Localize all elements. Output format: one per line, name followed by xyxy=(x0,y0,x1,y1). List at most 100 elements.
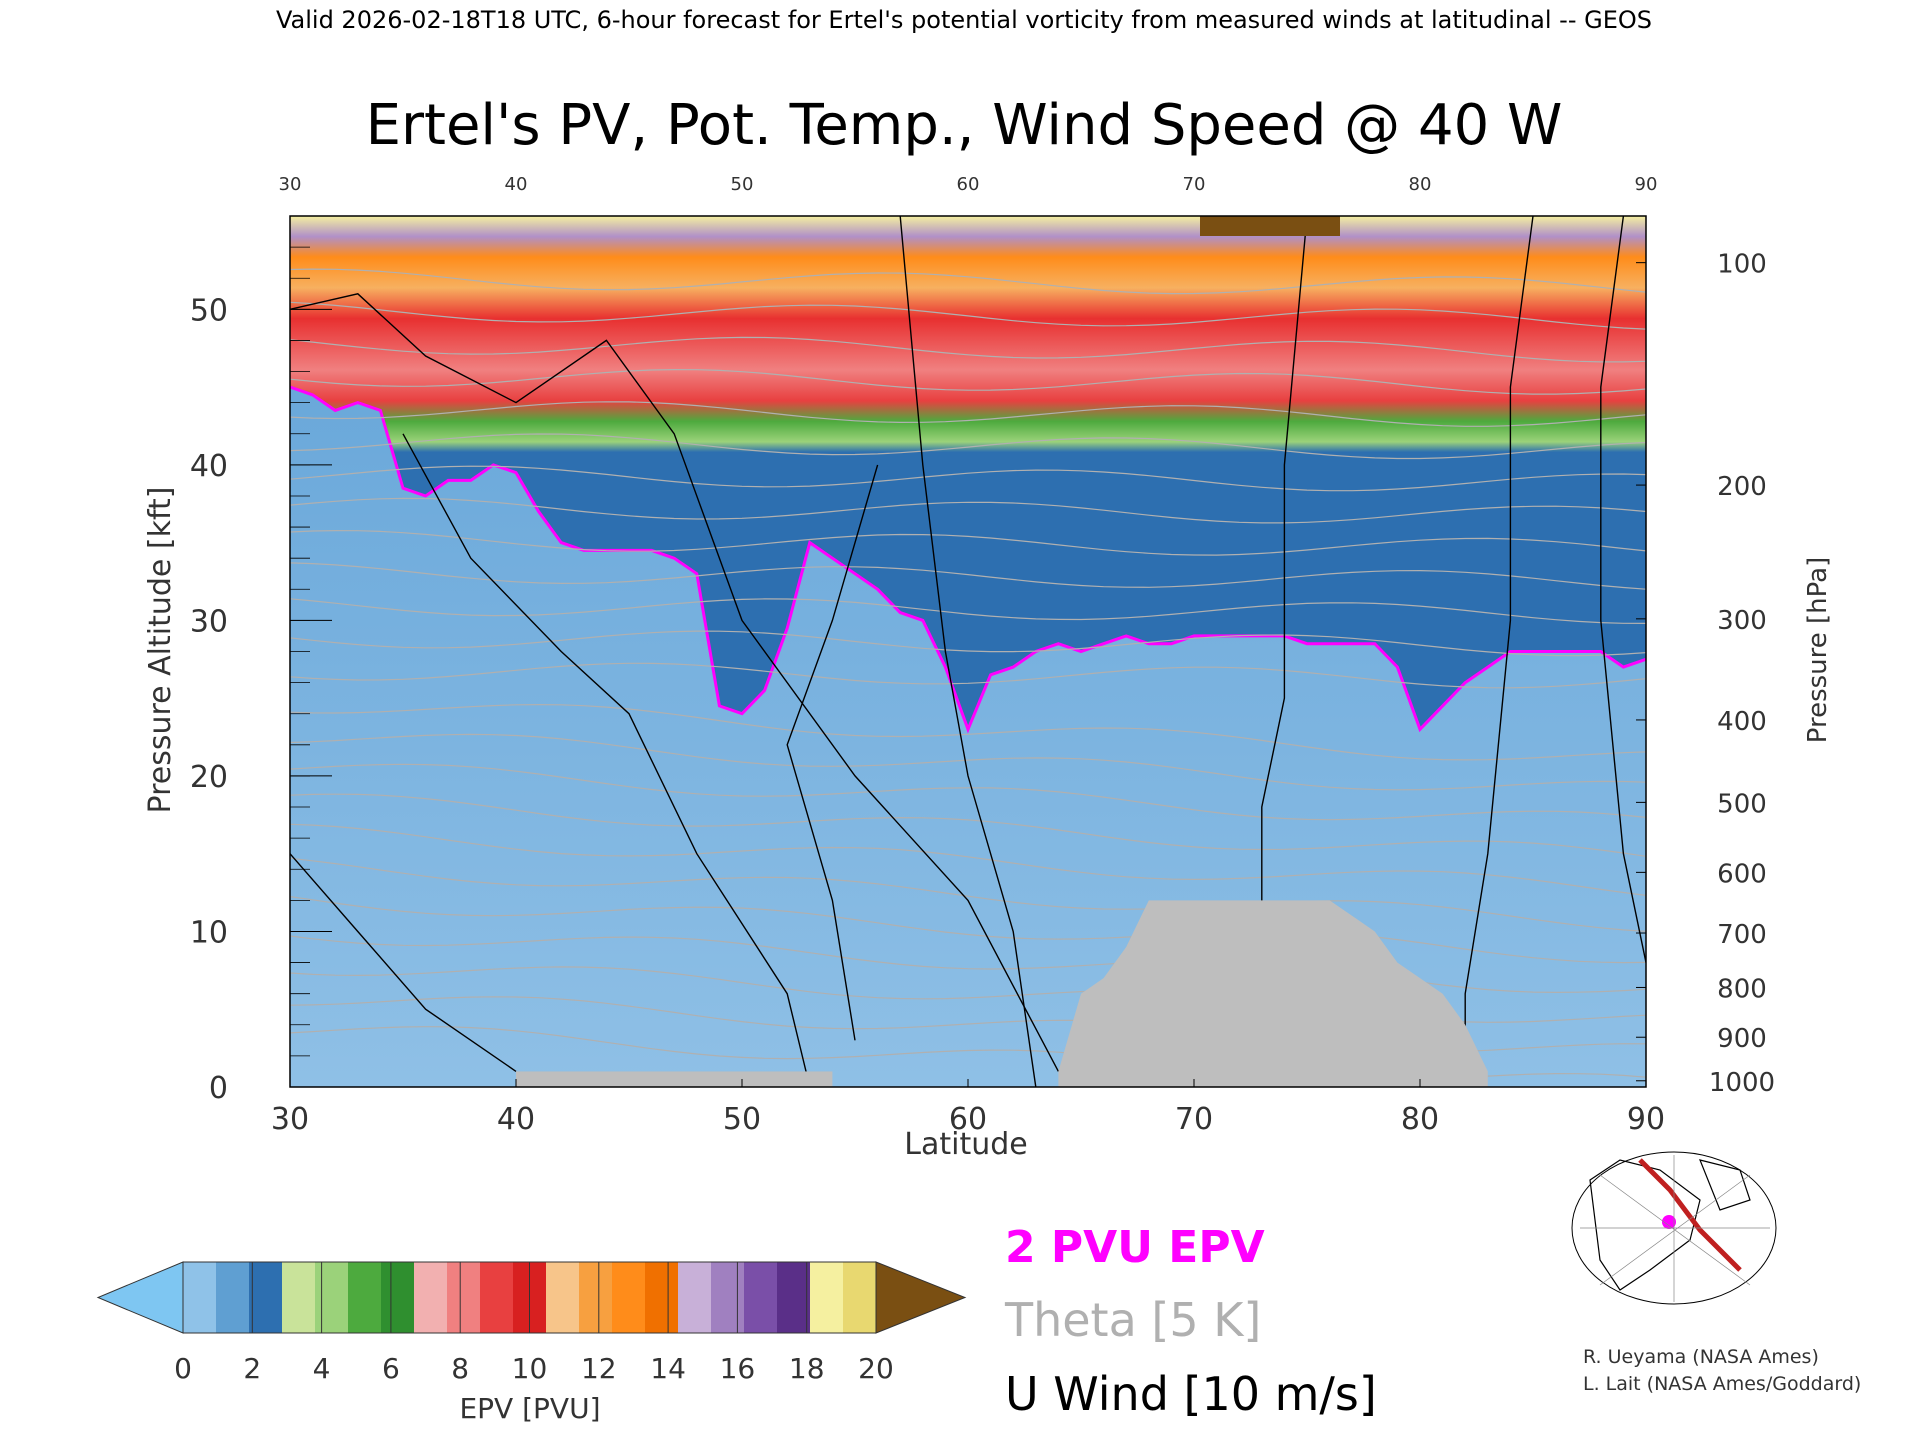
colorbar-tick-label: 12 xyxy=(581,1352,617,1385)
colorbar-segment xyxy=(744,1262,778,1333)
pressure-tick-label: 300 xyxy=(1717,606,1767,636)
colorbar-segment xyxy=(480,1262,514,1333)
theta-contour xyxy=(290,433,1646,460)
theta-contour xyxy=(290,465,1646,492)
colorbar-under-arrow xyxy=(96,1261,184,1334)
credit-line-2: L. Lait (NASA Ames/Goddard) xyxy=(1583,1373,1861,1395)
y-tick-label: 50 xyxy=(190,293,228,328)
theta-contour xyxy=(290,703,1646,761)
pressure-tick-label: 100 xyxy=(1717,250,1767,280)
colorbar-segment xyxy=(447,1262,481,1333)
colorbar-segment xyxy=(645,1262,679,1333)
colorbar-tick-label: 14 xyxy=(650,1352,686,1385)
x-tick-label: 90 xyxy=(1627,1102,1665,1137)
pressure-tick-label: 900 xyxy=(1717,1024,1767,1054)
theta-contour xyxy=(290,823,1646,896)
colorbar-tick-label: 20 xyxy=(858,1352,894,1385)
colorbar-segment xyxy=(315,1262,349,1333)
pressure-tick-label: 1000 xyxy=(1709,1068,1775,1098)
pressure-tick-label: 400 xyxy=(1717,707,1767,737)
epv-2pvu-line xyxy=(290,385,1646,734)
top-band xyxy=(1200,216,1340,236)
legend-theta: Theta [5 K] xyxy=(1004,1293,1261,1347)
colorbar-label: EPV [PVU] xyxy=(459,1392,600,1425)
y-tick-label: 0 xyxy=(209,1071,228,1106)
theta-contour xyxy=(290,562,1646,590)
top-tick-label: 80 xyxy=(1409,174,1432,195)
wind-contour xyxy=(899,216,1037,1087)
colorbar-over-arrow xyxy=(875,1261,967,1334)
top-tick-label: 50 xyxy=(731,174,754,195)
theta-contour xyxy=(290,763,1646,821)
legend-uwind: U Wind [10 m/s] xyxy=(1005,1367,1377,1421)
colorbar-segment xyxy=(579,1262,613,1333)
x-tick-label: 80 xyxy=(1401,1102,1439,1137)
top-tick-label: 30 xyxy=(279,174,302,195)
theta-contour xyxy=(290,497,1646,524)
y-axis: 0 10 20 30 40 50 xyxy=(190,246,332,1106)
top-tick-label: 40 xyxy=(505,174,528,195)
credit-line-1: R. Ueyama (NASA Ames) xyxy=(1583,1346,1819,1368)
colorbar-tick-label: 8 xyxy=(451,1352,469,1385)
pressure-tick-label: 500 xyxy=(1717,789,1767,819)
pressure-tick-label: 200 xyxy=(1717,472,1767,502)
theta-contour xyxy=(290,336,1646,363)
plot-area xyxy=(290,216,1646,1087)
terrain-block xyxy=(1058,900,1488,1087)
theta-contour xyxy=(290,529,1646,556)
theta-contour xyxy=(290,857,1646,932)
theta-contour xyxy=(290,896,1646,964)
x-axis: 30 40 50 60 70 80 90 xyxy=(271,1079,1665,1137)
y-tick-label: 30 xyxy=(190,604,228,639)
wind-contour xyxy=(290,293,1060,1072)
colorbar-segment xyxy=(843,1262,877,1333)
wind-contour xyxy=(1600,216,1646,963)
pressure-tick-label: 700 xyxy=(1717,920,1767,950)
colorbar-segment xyxy=(216,1262,250,1333)
top-tick-label: 70 xyxy=(1183,174,1206,195)
terrain-block xyxy=(516,1071,833,1087)
y-tick-label: 40 xyxy=(190,449,228,484)
pressure-axis: 100 200 300 400 500 600 700 800 900 1000 xyxy=(1636,250,1775,1098)
pressure-tick-label: 800 xyxy=(1717,974,1767,1004)
wind-contour xyxy=(402,433,811,1087)
colorbar-segment xyxy=(414,1262,448,1333)
colorbar: 0 2 4 6 8 10 12 14 16 18 20 xyxy=(96,1261,967,1385)
wind-contours xyxy=(290,216,1646,1087)
theta-contours xyxy=(290,268,1646,1083)
colorbar-tick-label: 4 xyxy=(313,1352,331,1385)
wind-contour xyxy=(1261,216,1308,932)
theta-contour xyxy=(290,401,1646,427)
colorbar-segment xyxy=(282,1262,316,1333)
theta-contour xyxy=(290,268,1646,295)
x-tick-label: 60 xyxy=(949,1102,987,1137)
theta-contour xyxy=(290,368,1646,395)
colorbar-tick-label: 0 xyxy=(174,1352,192,1385)
x-tick-label: 50 xyxy=(723,1102,761,1137)
y-tick-label: 10 xyxy=(190,915,228,950)
colorbar-tick-label: 6 xyxy=(382,1352,400,1385)
colorbar-tick-label: 18 xyxy=(789,1352,825,1385)
theta-contour xyxy=(290,598,1646,624)
legend-epv: 2 PVU EPV xyxy=(1005,1222,1265,1273)
top-tick-label: 90 xyxy=(1635,174,1658,195)
theta-contour xyxy=(290,733,1646,791)
colorbar-segment xyxy=(810,1262,844,1333)
wind-contour xyxy=(1464,216,1534,1087)
top-axis: 30 40 50 60 70 80 90 xyxy=(279,174,1658,195)
inset-map xyxy=(1571,1151,1777,1305)
wind-contour xyxy=(786,464,879,1041)
x-tick-label: 30 xyxy=(271,1102,309,1137)
theta-contour xyxy=(290,630,1646,657)
header-text: Valid 2026-02-18T18 UTC, 6-hour forecast… xyxy=(276,6,1652,34)
terrain-mask xyxy=(516,900,1488,1087)
pressure-tick-label: 600 xyxy=(1717,859,1767,889)
theta-contour xyxy=(290,301,1646,330)
colorbar-tick-label: 2 xyxy=(243,1352,261,1385)
colorbar-tick-label: 10 xyxy=(512,1352,548,1385)
colorbar-segment xyxy=(249,1262,283,1333)
colorbar-segment xyxy=(612,1262,646,1333)
top-tick-label: 60 xyxy=(957,174,980,195)
colorbar-tick-label: 16 xyxy=(720,1352,756,1385)
theta-contour xyxy=(290,793,1646,857)
